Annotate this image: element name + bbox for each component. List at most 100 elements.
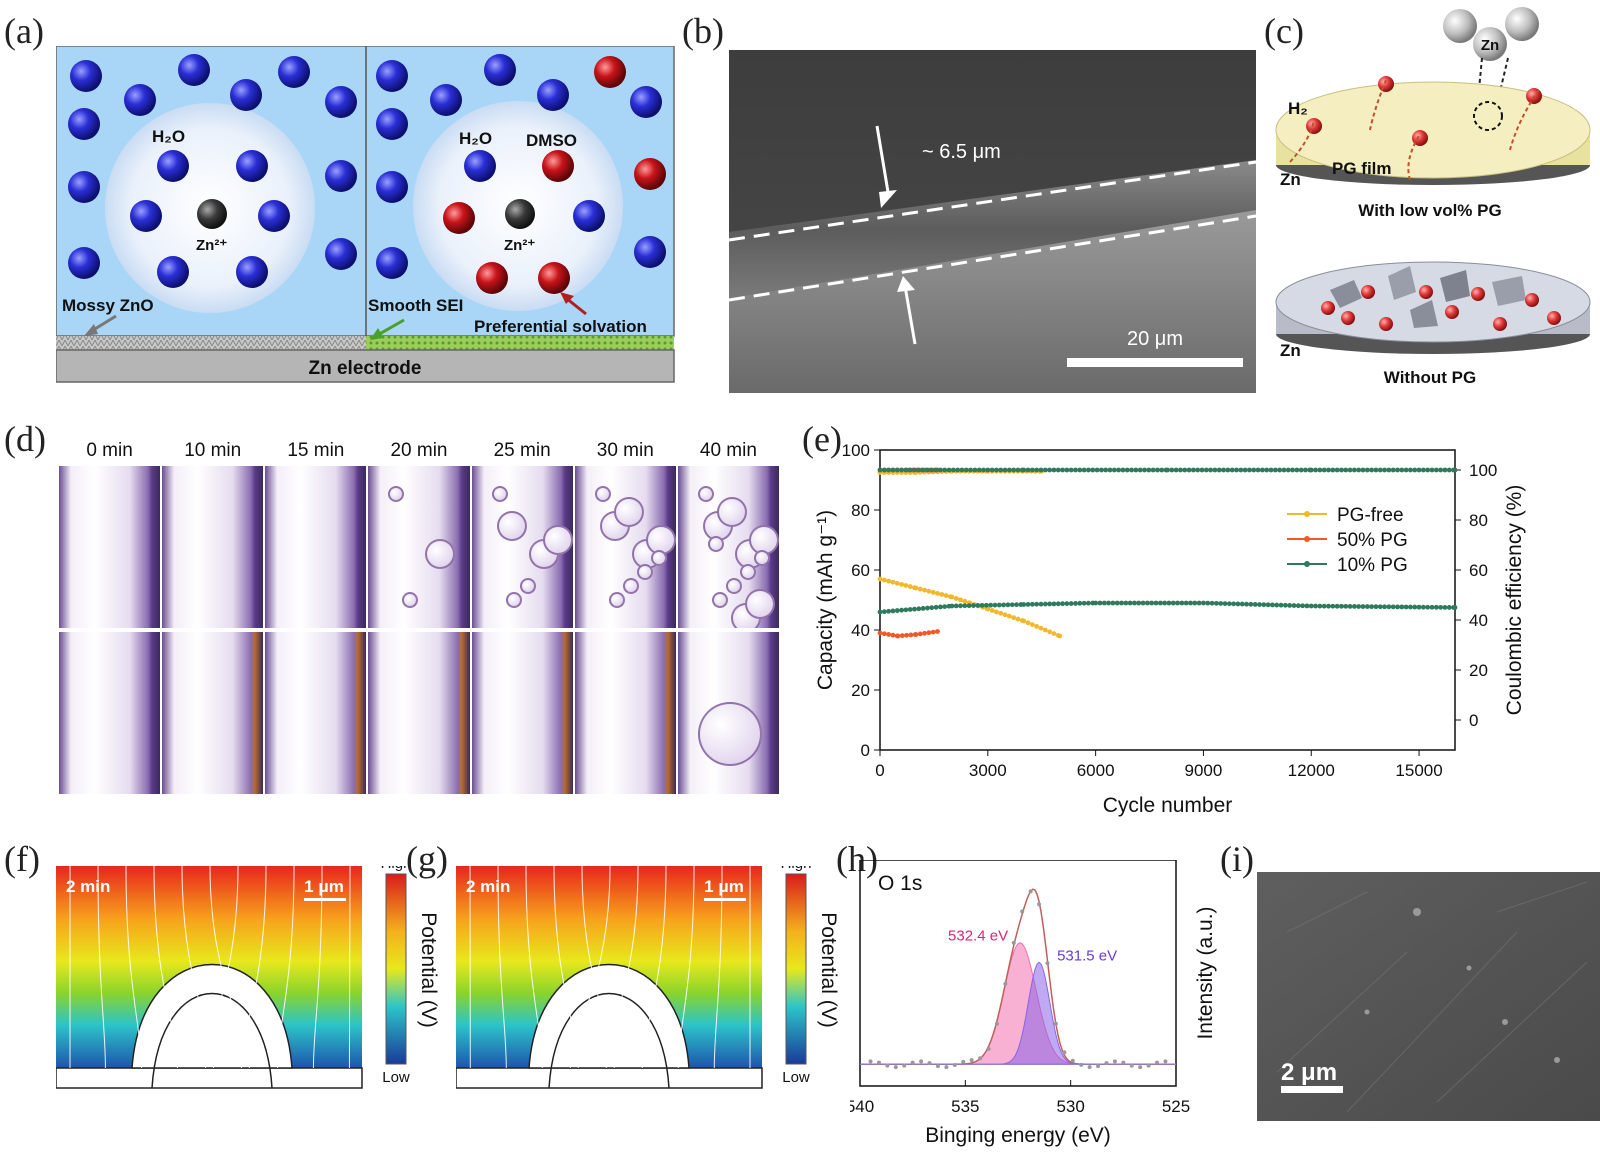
- ce-point: [946, 467, 952, 473]
- capacity-point: [958, 603, 963, 609]
- ce-point: [1212, 467, 1218, 473]
- field-line: [153, 866, 178, 1069]
- capacity-point: [930, 629, 936, 635]
- panel-b-sem-image: ~ 6.5 μm 20 μm: [729, 50, 1256, 393]
- capacity-point: [899, 582, 904, 587]
- capacity-point: [894, 608, 900, 613]
- capacity-point: [917, 586, 923, 592]
- ce-point: [925, 467, 930, 473]
- ce-point: [1259, 467, 1265, 473]
- capacity-point: [1420, 604, 1426, 610]
- capacity-point: [890, 632, 896, 638]
- ce-point: [1330, 467, 1336, 473]
- capacity-point: [1157, 600, 1163, 606]
- raw-point: [902, 1063, 907, 1068]
- field-line: [553, 866, 579, 1069]
- optical-image-tile: [574, 632, 676, 794]
- capacity-point: [1060, 601, 1065, 607]
- optical-image-tile: [162, 632, 264, 794]
- capacity-point: [877, 609, 883, 615]
- capacity-point: [1179, 600, 1185, 606]
- ce-point: [1155, 467, 1160, 473]
- ce-point: [1390, 467, 1396, 473]
- ce-point: [1077, 467, 1083, 473]
- legend-label: 50% PG: [1337, 530, 1408, 551]
- ce-point: [950, 467, 956, 473]
- capacity-point: [1304, 603, 1310, 609]
- capacity-point: [917, 631, 923, 637]
- ce-point: [959, 467, 965, 473]
- capacity-point: [913, 585, 919, 591]
- bubble: [613, 497, 644, 527]
- ce-point: [1021, 467, 1027, 473]
- capacity-point: [1002, 612, 1008, 618]
- panel-e-label: (e): [802, 419, 842, 459]
- capacity-point: [933, 604, 939, 610]
- field-line: [209, 866, 250, 1069]
- ce-point: [1294, 467, 1300, 473]
- capacity-point: [908, 632, 914, 638]
- electrode-inner-edge: [151, 993, 273, 1089]
- y2-axis-label: Coulombic efficiency (%): [1503, 485, 1526, 716]
- time-label: 30 min: [596, 440, 654, 461]
- thickness-label: ~ 6.5 μm: [922, 141, 1001, 163]
- ce-point: [1339, 467, 1344, 473]
- capacity-point: [899, 633, 905, 639]
- time-label: 10 min: [184, 440, 242, 461]
- capacity-point: [1226, 601, 1232, 607]
- ce-point: [1386, 467, 1392, 473]
- capacity-point: [1106, 600, 1111, 606]
- optical-image-tile: [677, 466, 779, 628]
- ce-point: [1238, 467, 1244, 473]
- ce-point: [1272, 467, 1278, 473]
- ce-point: [1190, 467, 1196, 473]
- capacity-point: [1399, 604, 1405, 610]
- field-line: [569, 866, 611, 1069]
- scale-bar: [704, 898, 746, 901]
- capacity-point: [1047, 601, 1053, 607]
- ce-point: [886, 467, 892, 473]
- capacity-point: [994, 609, 999, 615]
- ce-point: [1247, 467, 1252, 473]
- ce-point: [1317, 467, 1323, 473]
- field-line: [605, 866, 639, 1069]
- raw-point: [994, 1021, 999, 1026]
- field-line: [181, 866, 214, 1069]
- panel-g-simulation: 2 min 1 μm High Low Potential (V): [456, 866, 840, 1089]
- mossy-zno-label: Mossy ZnO: [62, 296, 154, 315]
- ce-point: [976, 467, 982, 473]
- capacity-point: [1408, 604, 1413, 610]
- ce-point: [1199, 467, 1205, 473]
- time-label: 2 min: [466, 877, 510, 896]
- ce-point: [1347, 467, 1353, 473]
- capacity-point: [877, 576, 883, 582]
- y-tick-label: 80: [851, 501, 870, 520]
- capacity-point: [1209, 600, 1215, 606]
- field-line: [713, 866, 723, 1069]
- y-tick-label: 20: [851, 681, 870, 700]
- optical-image-tile: [677, 632, 779, 794]
- capacity-point: [1321, 603, 1327, 609]
- capacity-point: [1047, 629, 1053, 635]
- ce-point: [1137, 467, 1143, 473]
- ce-point: [1216, 467, 1222, 473]
- raw-point: [1155, 1060, 1160, 1065]
- panel-i-sem-image: 2 μm: [1257, 872, 1600, 1121]
- bubble: [650, 550, 667, 566]
- x-tick-label: 9000: [1185, 761, 1223, 780]
- ce-point: [981, 467, 986, 473]
- capacity-point: [935, 629, 940, 634]
- capacity-point: [1064, 601, 1070, 606]
- ce-point: [1369, 467, 1375, 473]
- ce-point: [1107, 467, 1113, 473]
- caption-with-pg: With low vol% PG: [1358, 201, 1501, 220]
- ce-point: [972, 467, 978, 473]
- ce-point: [968, 467, 973, 473]
- capacity-point: [1014, 602, 1019, 608]
- ce-point: [1377, 467, 1383, 473]
- capacity-point: [1029, 601, 1035, 607]
- capacity-point: [1287, 603, 1293, 608]
- electrode-base: [456, 1067, 763, 1089]
- capacity-point: [1390, 604, 1396, 610]
- capacity-point: [939, 592, 945, 597]
